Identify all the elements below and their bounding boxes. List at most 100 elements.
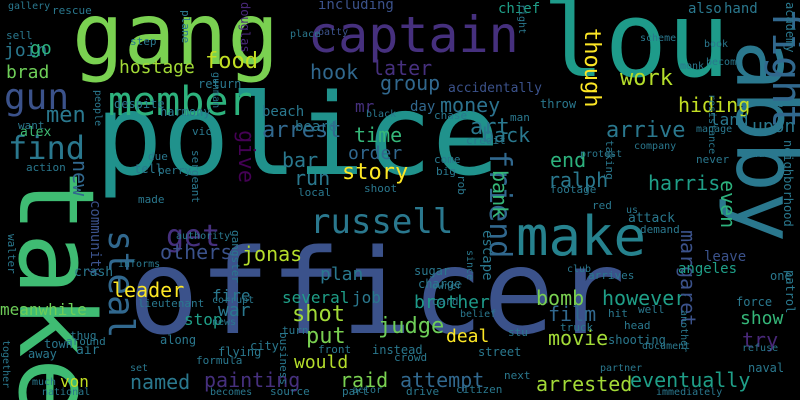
word-group: group [380, 71, 441, 95]
word-meanwhile: meanwhile [0, 300, 87, 319]
word-scheme: scheme [640, 33, 677, 44]
word-hit: hit [608, 307, 628, 320]
word-patty: patty [318, 27, 349, 38]
word-beard: beard [295, 119, 338, 135]
word-hostage: hostage [119, 57, 195, 78]
word-citizen: citizen [456, 383, 503, 396]
word-also: also [688, 1, 722, 17]
word-crash: crash [74, 265, 114, 280]
word-judge: judge [378, 314, 445, 339]
word-together: together [0, 340, 11, 389]
word-next: next [504, 369, 531, 382]
word-day: day [410, 99, 436, 115]
word-make: make [516, 205, 647, 268]
word-food: food [205, 49, 258, 74]
word-los: los [766, 99, 785, 110]
word-truck: truck [560, 321, 594, 334]
word-stop: stop [184, 310, 223, 329]
word-since: since [464, 250, 475, 281]
word-lead: lead [738, 147, 765, 160]
word-neighborhood: neighborhood [781, 140, 795, 227]
word-part: part [342, 385, 369, 398]
word-others: others [160, 240, 233, 264]
word-join: join [4, 40, 48, 61]
word-rescue: rescue [52, 4, 92, 17]
word-despite: despite [114, 97, 165, 111]
word-arrest: arrest [262, 118, 342, 143]
word-friend: friend [482, 150, 517, 259]
word-want: want [18, 119, 45, 132]
word-run: run [294, 166, 331, 190]
word-order: order [348, 143, 403, 164]
word-resistance: resistance [706, 94, 717, 155]
word-mr: mr [355, 97, 375, 116]
word-harris: harris [648, 171, 721, 195]
word-end: end [550, 148, 587, 172]
word-gang: gang [72, 0, 280, 85]
word-russell: russell [310, 202, 454, 242]
word-immediately: immediately [656, 387, 723, 398]
word-patrol: patrol [783, 270, 797, 314]
word-war: war [218, 300, 251, 321]
word-along: along [160, 333, 197, 347]
word-us: us [626, 205, 639, 216]
word-becomes: becomes [210, 387, 253, 398]
word-one: one [770, 269, 792, 283]
word-even: even [716, 180, 740, 229]
word-stu: stu [508, 326, 528, 339]
word-bank: bank [488, 170, 512, 219]
word-flying: flying [218, 345, 262, 359]
word-hand: hand [724, 1, 758, 17]
word-arrested: arrested [536, 372, 633, 396]
word-beach: beach [262, 104, 305, 120]
word-brother: brother [414, 292, 490, 313]
word-get: get [166, 219, 221, 254]
word-eventually: eventually [630, 368, 751, 392]
word-partner: partner [600, 363, 643, 374]
word-bar: bar [282, 148, 319, 172]
word-ralph: ralph [548, 168, 609, 192]
word-protest: protest [580, 149, 623, 160]
word-work: work [620, 66, 673, 91]
word-naval: naval [748, 361, 785, 375]
word-red: red [592, 199, 612, 212]
word-authority: authority [176, 231, 231, 242]
word-captain: captain [308, 6, 519, 64]
word-taking: taking [603, 140, 616, 180]
word-back: back [482, 123, 531, 147]
word-new: new [68, 160, 92, 197]
word-film: film [548, 302, 597, 326]
word-set: set [130, 363, 149, 374]
word-time: time [354, 123, 403, 147]
word-club: club [567, 264, 592, 275]
word-men: men [46, 103, 86, 128]
word-hook: hook [310, 60, 359, 84]
word-black: black [366, 109, 397, 120]
word-land: land [710, 110, 749, 129]
word-bomb: bomb [536, 286, 585, 310]
word-escape: escape [479, 230, 495, 281]
word-art: art [470, 115, 510, 140]
word-turn: turn [282, 324, 309, 337]
word-steal: steal [100, 230, 141, 339]
word-company: company [634, 141, 677, 152]
word-walter: walter [5, 234, 18, 274]
word-academy: academy [783, 2, 797, 53]
word-named: named [130, 370, 191, 394]
word-demand: demand [640, 223, 680, 236]
word-try: try [742, 328, 779, 352]
word-source: source [270, 385, 310, 398]
word-become: become [706, 57, 743, 68]
word-sell: sell [6, 29, 33, 42]
word-big: big [436, 165, 456, 178]
word-later: later [372, 56, 433, 80]
word-however: however [602, 286, 687, 310]
word-police: police [95, 71, 500, 201]
word-throw: throw [540, 97, 577, 111]
word-card: card [432, 295, 459, 308]
word-drive: drive [406, 385, 440, 398]
word-informs: informs [118, 259, 161, 270]
word-refuse: refuse [742, 343, 779, 354]
word-man: man [510, 111, 530, 124]
word-brad: brad [6, 62, 50, 83]
